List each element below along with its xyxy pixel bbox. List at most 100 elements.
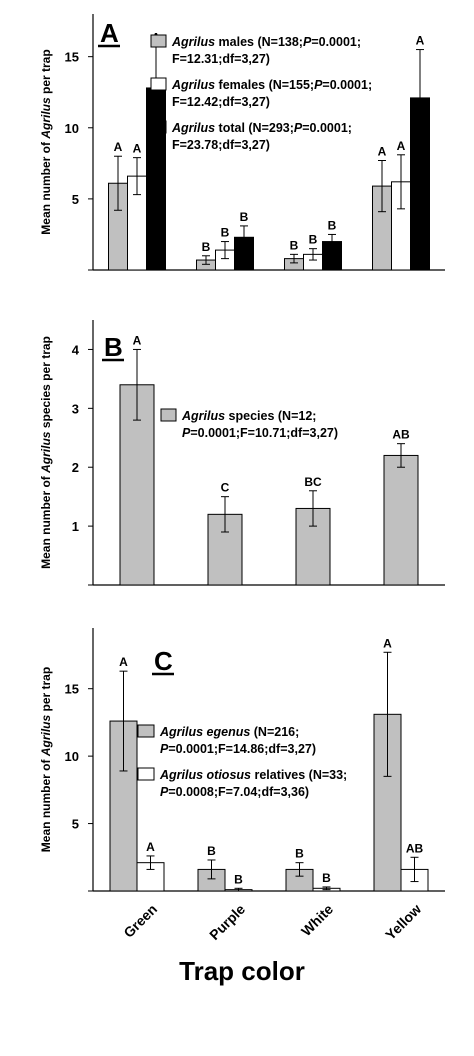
legend-italic: Agrilus: [171, 78, 215, 92]
legend-entry: Agrilus egenus (N=216;: [159, 725, 299, 739]
significance-letter: B: [207, 844, 216, 858]
significance-letter: B: [309, 233, 318, 247]
y-tick-label: 15: [65, 50, 79, 65]
legend-text: =0.0001;F=10.71;df=3,27): [190, 426, 338, 440]
legend-p-symbol: P: [182, 426, 191, 440]
x-tick-label-yellow: Yellow: [382, 901, 424, 943]
significance-letter: A: [114, 140, 123, 154]
legend-italic: Agrilus: [171, 121, 215, 135]
legend-text: females (N=155;: [215, 78, 314, 92]
x-axis-title: Trap color: [179, 956, 305, 986]
y-axis-label: Mean number of Agrilus species per trap: [39, 336, 53, 569]
legend-text: =0.0001;F=14.86;df=3,27): [168, 742, 316, 756]
y-tick-label: 15: [65, 682, 79, 697]
legend-swatch: [150, 120, 167, 134]
significance-letter: AB: [392, 428, 410, 442]
y-tick-label: 10: [65, 749, 79, 764]
legend-italic: Agrilus: [181, 409, 225, 423]
legend-text: =0.0001;: [311, 35, 361, 49]
legend-p-symbol: P: [303, 35, 312, 49]
legend-italic: Agrilus egenus: [159, 725, 250, 739]
legend-entry-line2: P=0.0001;F=10.71;df=3,27): [182, 426, 338, 440]
y-axis-label-part: per trap: [39, 49, 53, 97]
significance-letter: B: [221, 226, 230, 240]
significance-letter: A: [397, 139, 406, 153]
legend-text: total (N=293;: [215, 121, 294, 135]
x-tick-label-green: Green: [120, 901, 160, 941]
x-tick-label-purple: Purple: [206, 901, 248, 943]
significance-letter: B: [322, 871, 331, 885]
significance-letter: AB: [406, 841, 424, 855]
significance-letter: A: [133, 333, 142, 347]
y-tick-label: 2: [72, 460, 79, 475]
legend-entry: Agrilus species (N=12;: [181, 409, 316, 423]
legend-swatch: [150, 77, 167, 91]
y-tick-label: 3: [72, 401, 79, 416]
legend-entry-line2: F=12.42;df=3,27): [172, 95, 270, 109]
legend-swatch: [137, 724, 155, 738]
y-axis-label: Mean number of Agrilus per trap: [39, 49, 53, 234]
y-axis-label-part: Mean number of: [39, 756, 53, 852]
x-tick-label-white: White: [298, 901, 336, 939]
legend-p-symbol: P: [160, 742, 169, 756]
y-axis-label-part: per trap: [39, 667, 53, 715]
significance-letter: A: [378, 144, 387, 158]
y-axis-label-part: species per trap: [39, 336, 53, 431]
significance-letter: B: [290, 238, 299, 252]
legend-swatch: [150, 34, 167, 48]
significance-letter: A: [146, 840, 155, 854]
significance-letter: B: [295, 847, 304, 861]
panel-label: C: [154, 646, 173, 676]
legend-p-symbol: P: [294, 121, 303, 135]
y-axis-label-part: Mean number of: [39, 139, 53, 235]
y-axis-label-italic: Agrilus: [39, 431, 53, 474]
panel-label: A: [100, 18, 119, 48]
legend-text: males (N=138;: [215, 35, 303, 49]
legend-entry: Agrilus total (N=293;P=0.0001;: [171, 121, 352, 135]
legend-p-symbol: P: [314, 78, 323, 92]
y-axis-label-italic: Agrilus: [39, 715, 53, 758]
legend-text: =0.0001;: [322, 78, 372, 92]
y-axis-label-part: Mean number of: [39, 473, 53, 569]
significance-letter: C: [221, 481, 230, 495]
y-tick-label: 5: [72, 817, 79, 832]
significance-letter: B: [240, 210, 249, 224]
significance-letter: A: [416, 34, 425, 48]
legend-entry-line2: F=23.78;df=3,27): [172, 138, 270, 152]
legend-entry: Agrilus males (N=138;P=0.0001;: [171, 35, 361, 49]
significance-letter: A: [133, 142, 142, 156]
significance-letter: A: [383, 636, 392, 650]
y-tick-label: 5: [72, 192, 79, 207]
y-tick-label: 4: [72, 342, 80, 357]
legend-swatch: [137, 767, 155, 781]
chart-panel-b: 1 2 3 4 Mean number of Agrilus species per t…: [39, 320, 445, 586]
legend-text: species (N=12;: [225, 409, 316, 423]
legend-entry-line2: P=0.0001;F=14.86;df=3,27): [160, 742, 316, 756]
significance-letter: B: [328, 218, 337, 232]
legend-text: =0.0001;: [302, 121, 352, 135]
significance-letter: BC: [304, 475, 322, 489]
legend-text: (N=216;: [250, 725, 299, 739]
legend-italic: Agrilus otiosus: [159, 768, 251, 782]
legend-italic: Agrilus: [171, 35, 215, 49]
legend-entry: Agrilus females (N=155;P=0.0001;: [171, 78, 372, 92]
panel-label: B: [104, 332, 123, 362]
significance-letter: B: [202, 240, 211, 254]
significance-letter: A: [119, 655, 128, 669]
legend-swatch: [160, 408, 177, 422]
legend-entry: Agrilus otiosus relatives (N=33;: [159, 768, 347, 782]
y-tick-label: 1: [72, 519, 79, 534]
bar-yellow-0: [383, 454, 419, 586]
y-axis-label: Mean number of Agrilus per trap: [39, 667, 53, 852]
significance-letter: B: [234, 872, 243, 886]
legend-entry-line2: F=12.31;df=3,27): [172, 52, 270, 66]
y-tick-label: 10: [65, 121, 79, 136]
legend-p-symbol: P: [160, 785, 169, 799]
legend-text: =0.0008;F=7.04;df=3,36): [168, 785, 309, 799]
legend-text: relatives (N=33;: [251, 768, 347, 782]
y-axis-label-italic: Agrilus: [39, 97, 53, 140]
legend-entry-line2: P=0.0008;F=7.04;df=3,36): [160, 785, 309, 799]
